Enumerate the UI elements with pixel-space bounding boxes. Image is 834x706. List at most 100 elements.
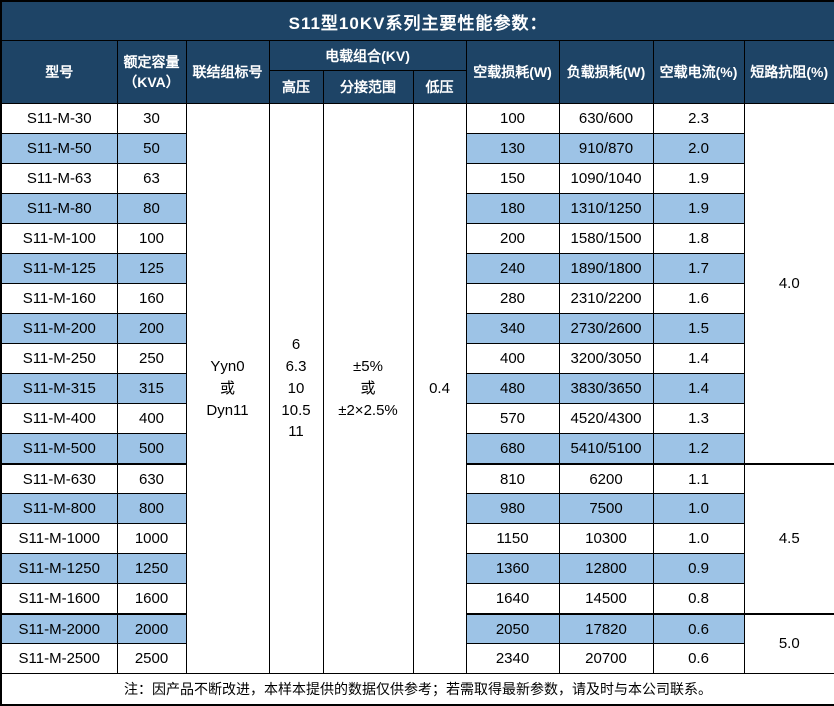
table-row: S11-M-200 200 340 2730/2600 1.5 [0, 313, 834, 345]
no-load-loss-cell: 810 [465, 462, 560, 495]
header-high-voltage: 高压 [268, 70, 324, 105]
no-load-loss-cell: 980 [465, 493, 560, 525]
impedance-cell: 4.5 [743, 462, 834, 615]
header-capacity: 额定容量 （KVA） [116, 40, 187, 105]
no-load-current-cell: 0.6 [652, 612, 745, 645]
model-cell: S11-M-160 [0, 283, 118, 315]
header-load-combination: 电载组合(KV) [268, 40, 467, 72]
capacity-cell: 200 [116, 313, 187, 345]
no-load-loss-cell: 1640 [465, 583, 560, 615]
load-loss-cell: 17820 [558, 612, 654, 645]
model-cell: S11-M-30 [0, 103, 118, 135]
model-cell: S11-M-400 [0, 403, 118, 435]
load-loss-cell: 910/870 [558, 133, 654, 165]
no-load-loss-cell: 2340 [465, 643, 560, 675]
header-no-load-current: 空载电流(%) [652, 40, 745, 105]
model-cell: S11-M-50 [0, 133, 118, 165]
no-load-loss-cell: 400 [465, 343, 560, 375]
no-load-loss-cell: 2050 [465, 612, 560, 645]
footnote: 注：因产品不断改进，本样本提供的数据仅供参考；若需取得最新参数，请及时与本公司联… [0, 673, 834, 706]
load-loss-cell: 14500 [558, 583, 654, 615]
capacity-cell: 63 [116, 163, 187, 195]
note-row: 注：因产品不断改进，本样本提供的数据仅供参考；若需取得最新参数，请及时与本公司联… [0, 673, 834, 706]
load-loss-cell: 3830/3650 [558, 373, 654, 405]
load-loss-cell: 1890/1800 [558, 253, 654, 285]
no-load-current-cell: 1.1 [652, 462, 745, 495]
no-load-current-cell: 1.8 [652, 223, 745, 255]
table-row: S11-M-80 80 180 1310/1250 1.9 [0, 193, 834, 225]
no-load-current-cell: 1.5 [652, 313, 745, 345]
load-loss-cell: 10300 [558, 523, 654, 555]
load-loss-cell: 1310/1250 [558, 193, 654, 225]
table-row: S11-M-50 50 130 910/870 2.0 [0, 133, 834, 165]
capacity-cell: 1000 [116, 523, 187, 555]
load-loss-cell: 630/600 [558, 103, 654, 135]
capacity-cell: 630 [116, 462, 187, 495]
table-row: S11-M-400 400 570 4520/4300 1.3 [0, 403, 834, 435]
capacity-cell: 1600 [116, 583, 187, 615]
header-model: 型号 [0, 40, 118, 105]
no-load-current-cell: 1.6 [652, 283, 745, 315]
table-row: S11-M-500 500 680 5410/5100 1.2 [0, 433, 834, 465]
load-loss-cell: 1090/1040 [558, 163, 654, 195]
capacity-cell: 125 [116, 253, 187, 285]
model-cell: S11-M-2500 [0, 643, 118, 675]
no-load-loss-cell: 570 [465, 403, 560, 435]
load-loss-cell: 4520/4300 [558, 403, 654, 435]
no-load-loss-cell: 1360 [465, 553, 560, 585]
table-row: S11-M-315 315 480 3830/3650 1.4 [0, 373, 834, 405]
capacity-cell: 80 [116, 193, 187, 225]
load-loss-cell: 12800 [558, 553, 654, 585]
capacity-cell: 100 [116, 223, 187, 255]
model-cell: S11-M-315 [0, 373, 118, 405]
table-row: S11-M-1600 1600 1640 14500 0.8 [0, 583, 834, 615]
no-load-current-cell: 0.9 [652, 553, 745, 585]
header-no-load-loss: 空载损耗(W) [465, 40, 560, 105]
no-load-current-cell: 1.9 [652, 193, 745, 225]
impedance-cell: 4.0 [743, 103, 834, 465]
table-row: S11-M-1250 1250 1360 12800 0.9 [0, 553, 834, 585]
no-load-loss-cell: 1150 [465, 523, 560, 555]
model-cell: S11-M-1000 [0, 523, 118, 555]
table-row: S11-M-250 250 400 3200/3050 1.4 [0, 343, 834, 375]
no-load-loss-cell: 680 [465, 433, 560, 465]
no-load-loss-cell: 200 [465, 223, 560, 255]
header-capacity-line2: （KVA） [123, 74, 180, 91]
no-load-loss-cell: 180 [465, 193, 560, 225]
tap-range-cell: ±5% 或 ±2×2.5% [322, 103, 414, 675]
model-cell: S11-M-125 [0, 253, 118, 285]
model-cell: S11-M-100 [0, 223, 118, 255]
capacity-cell: 400 [116, 403, 187, 435]
capacity-cell: 2500 [116, 643, 187, 675]
table-row: S11-M-2000 2000 2050 17820 0.6 5.0 [0, 612, 834, 675]
model-cell: S11-M-1600 [0, 583, 118, 615]
model-cell: S11-M-800 [0, 493, 118, 525]
capacity-cell: 1250 [116, 553, 187, 585]
no-load-loss-cell: 280 [465, 283, 560, 315]
no-load-current-cell: 1.4 [652, 343, 745, 375]
capacity-cell: 315 [116, 373, 187, 405]
no-load-loss-cell: 340 [465, 313, 560, 345]
table-row: S11-M-160 160 280 2310/2200 1.6 [0, 283, 834, 315]
capacity-cell: 160 [116, 283, 187, 315]
load-loss-cell: 1580/1500 [558, 223, 654, 255]
no-load-current-cell: 1.4 [652, 373, 745, 405]
model-cell: S11-M-200 [0, 313, 118, 345]
no-load-loss-cell: 130 [465, 133, 560, 165]
model-cell: S11-M-1250 [0, 553, 118, 585]
high-voltage-cell: 6 6.3 10 10.5 11 [268, 103, 324, 675]
no-load-current-cell: 0.6 [652, 643, 745, 675]
title-row: S11型10KV系列主要性能参数： [0, 0, 834, 42]
load-loss-cell: 2730/2600 [558, 313, 654, 345]
model-cell: S11-M-250 [0, 343, 118, 375]
load-loss-cell: 7500 [558, 493, 654, 525]
header-impedance: 短路抗阻(%) [743, 40, 834, 105]
no-load-loss-cell: 480 [465, 373, 560, 405]
table-row: S11-M-1000 1000 1150 10300 1.0 [0, 523, 834, 555]
no-load-loss-cell: 240 [465, 253, 560, 285]
table-body: S11-M-30 30 Yyn0 或 Dyn11 6 6.3 10 10.5 11 ±5% 或 ±2×2… [0, 103, 834, 675]
low-voltage-cell: 0.4 [412, 103, 467, 675]
no-load-loss-cell: 100 [465, 103, 560, 135]
no-load-current-cell: 2.3 [652, 103, 745, 135]
